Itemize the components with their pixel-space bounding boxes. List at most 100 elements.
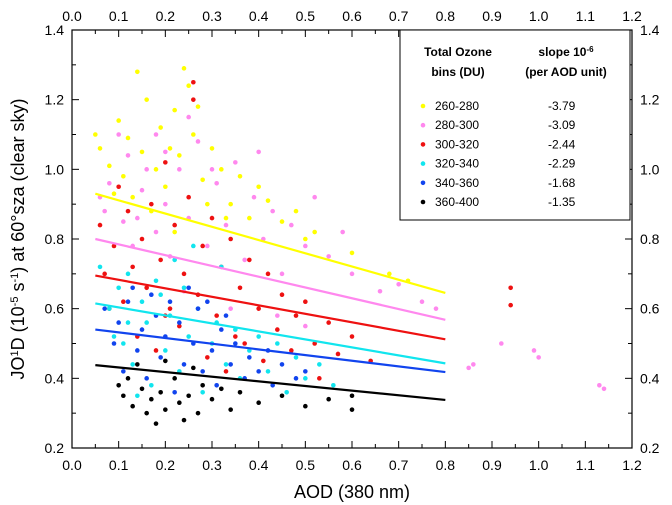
data-point <box>191 132 196 137</box>
data-point <box>102 271 107 277</box>
data-point <box>97 264 103 270</box>
data-point <box>130 362 135 367</box>
data-point <box>186 114 191 120</box>
data-point <box>97 146 103 151</box>
data-point <box>261 358 266 364</box>
data-point <box>466 365 471 371</box>
data-point <box>265 271 271 277</box>
data-point <box>135 362 140 367</box>
data-point <box>233 341 238 346</box>
y-tick-label-left: 1.2 <box>45 92 65 108</box>
data-point <box>139 386 145 392</box>
y-tick-label-left: 0.4 <box>45 370 65 386</box>
data-point <box>158 292 163 298</box>
legend-series-name: 280-300 <box>435 118 479 132</box>
data-point <box>125 153 131 158</box>
legend-series-name: 300-320 <box>435 137 479 151</box>
data-point <box>279 271 285 277</box>
data-point <box>209 167 215 172</box>
x-tick-label-bottom: 0.3 <box>202 457 222 473</box>
data-point <box>116 383 121 388</box>
data-point <box>209 396 215 402</box>
data-point <box>251 194 257 200</box>
x-tick-label-bottom: 0.5 <box>296 457 316 473</box>
data-point <box>242 257 247 263</box>
data-point <box>279 292 285 298</box>
data-point <box>195 306 201 311</box>
data-point <box>181 271 187 277</box>
data-point <box>181 362 187 367</box>
data-point <box>312 341 317 346</box>
data-point <box>209 146 215 151</box>
data-point <box>242 341 247 346</box>
data-point <box>265 369 271 374</box>
fit-line <box>95 237 446 321</box>
data-point <box>387 271 392 277</box>
y-tick-label-right: 1.0 <box>640 161 660 177</box>
data-point <box>144 376 149 381</box>
data-point <box>247 215 252 221</box>
data-point <box>177 167 182 172</box>
data-point <box>499 341 504 346</box>
data-point <box>293 376 299 381</box>
data-point <box>186 194 191 200</box>
data-point <box>181 417 187 423</box>
fit-line <box>95 192 446 295</box>
data-point <box>270 208 275 214</box>
data-point <box>205 243 210 249</box>
data-point <box>275 313 280 318</box>
legend: Total Ozone bins (DU) slope 10-6 (per AO… <box>399 29 631 221</box>
data-point <box>200 389 205 395</box>
data-point <box>172 107 177 113</box>
x-tick-label-bottom: 0.8 <box>436 457 456 473</box>
data-point <box>163 358 168 364</box>
data-point <box>303 369 308 374</box>
data-point <box>121 299 126 305</box>
data-point <box>200 369 205 374</box>
data-point <box>102 306 107 311</box>
data-point <box>256 334 261 339</box>
data-point <box>111 243 117 249</box>
data-marks <box>93 66 607 426</box>
axis-ticks: 0.0 0.0 0.1 0.1 0.2 0.2 0.3 0.3 0.4 0.4 0.5 0.5 0.6 0… <box>45 8 660 473</box>
data-point <box>125 376 131 381</box>
data-point <box>531 348 537 353</box>
x-tick-label-top: 0.3 <box>202 8 222 24</box>
data-point <box>471 362 476 367</box>
data-point <box>158 125 163 130</box>
y-tick-label-right: 1.2 <box>640 92 660 108</box>
legend-marker <box>420 161 426 166</box>
data-point <box>97 222 103 228</box>
data-point <box>219 327 224 332</box>
data-point <box>317 376 322 381</box>
data-point <box>228 236 233 242</box>
data-point <box>256 369 261 374</box>
legend-marker <box>420 142 426 147</box>
x-tick-label-bottom: 0.7 <box>389 457 409 473</box>
data-point <box>270 383 275 388</box>
y-tick-label-right: 1.4 <box>640 22 660 38</box>
fit-line <box>95 274 446 341</box>
data-point <box>139 149 145 155</box>
y-axis-title-sup-1: 1 <box>9 350 21 356</box>
data-point <box>121 369 126 374</box>
data-point <box>326 254 331 259</box>
data-point <box>536 355 541 360</box>
data-point <box>130 264 135 270</box>
data-point <box>247 257 252 263</box>
data-point <box>335 351 341 357</box>
data-point <box>275 341 280 346</box>
data-point <box>303 236 308 242</box>
y-tick-label-right: 0.4 <box>640 370 660 386</box>
data-point <box>121 393 126 399</box>
data-point <box>135 215 140 221</box>
y-tick-label-left: 1.4 <box>45 22 65 38</box>
data-point <box>111 334 117 339</box>
data-point <box>125 320 131 325</box>
data-point <box>200 243 205 249</box>
x-tick-label-top: 0.9 <box>482 8 502 24</box>
data-point <box>93 132 98 137</box>
x-tick-label-bottom: 0.0 <box>62 457 82 473</box>
data-point <box>200 383 205 388</box>
